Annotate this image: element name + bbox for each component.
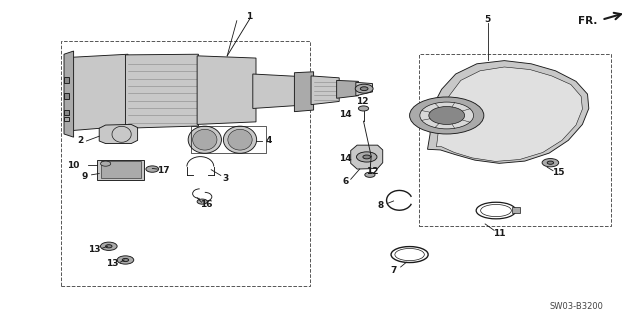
Text: 11: 11 <box>493 229 506 238</box>
Polygon shape <box>436 67 582 161</box>
Polygon shape <box>69 54 128 131</box>
Text: 16: 16 <box>200 200 212 209</box>
Polygon shape <box>64 93 69 99</box>
Circle shape <box>117 256 134 264</box>
Text: 3: 3 <box>222 174 228 183</box>
Text: FR.: FR. <box>578 16 597 26</box>
Circle shape <box>197 199 207 204</box>
Circle shape <box>122 258 129 262</box>
Circle shape <box>542 159 559 167</box>
Circle shape <box>547 161 554 164</box>
Circle shape <box>420 102 474 129</box>
Polygon shape <box>64 110 69 115</box>
Text: 17: 17 <box>157 166 170 175</box>
Circle shape <box>356 152 377 162</box>
Polygon shape <box>101 161 141 178</box>
Circle shape <box>100 161 111 166</box>
Text: 10: 10 <box>67 161 80 170</box>
Polygon shape <box>294 72 314 112</box>
Polygon shape <box>64 117 69 121</box>
Ellipse shape <box>193 129 217 150</box>
Circle shape <box>360 87 368 91</box>
Text: 7: 7 <box>390 266 397 275</box>
Circle shape <box>100 242 117 250</box>
Polygon shape <box>253 74 301 108</box>
Circle shape <box>363 155 371 159</box>
Text: 9: 9 <box>82 172 88 181</box>
Text: 4: 4 <box>266 137 272 145</box>
Polygon shape <box>99 124 138 144</box>
Circle shape <box>365 172 375 177</box>
Text: 14: 14 <box>339 154 352 163</box>
Circle shape <box>106 245 112 248</box>
Ellipse shape <box>228 129 252 150</box>
Text: 8: 8 <box>377 201 383 210</box>
Polygon shape <box>356 82 372 96</box>
Ellipse shape <box>223 126 257 153</box>
Text: 13: 13 <box>88 245 100 254</box>
Polygon shape <box>64 77 69 83</box>
Text: 12: 12 <box>356 97 369 106</box>
Text: 12: 12 <box>366 167 379 176</box>
Text: 5: 5 <box>484 15 491 24</box>
Polygon shape <box>64 51 74 137</box>
Text: 1: 1 <box>246 12 253 21</box>
Circle shape <box>358 106 369 111</box>
Text: 13: 13 <box>106 259 118 268</box>
Ellipse shape <box>188 126 221 153</box>
Text: SW03-B3200: SW03-B3200 <box>549 302 603 311</box>
Polygon shape <box>125 54 198 128</box>
Polygon shape <box>311 76 339 105</box>
Polygon shape <box>512 207 520 213</box>
Circle shape <box>410 97 484 134</box>
Text: 15: 15 <box>552 168 564 177</box>
Polygon shape <box>97 160 144 180</box>
Polygon shape <box>351 145 383 169</box>
Circle shape <box>146 166 159 172</box>
Text: 2: 2 <box>77 137 83 145</box>
Polygon shape <box>337 80 358 98</box>
Polygon shape <box>428 61 589 163</box>
Polygon shape <box>197 56 256 124</box>
Text: 6: 6 <box>342 177 349 186</box>
Text: 14: 14 <box>339 110 352 119</box>
Circle shape <box>429 107 465 124</box>
Circle shape <box>355 84 373 93</box>
